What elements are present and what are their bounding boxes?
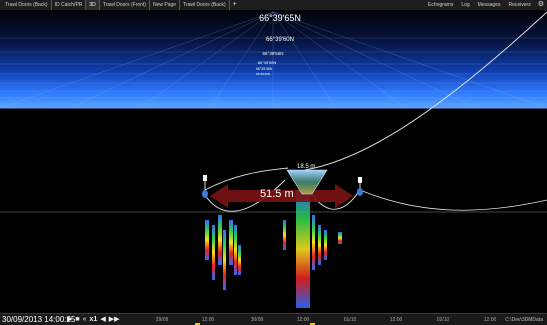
timeline-tick: 12:00: [296, 317, 310, 323]
playback-speed[interactable]: x1: [89, 316, 98, 323]
latitude-label: 66°39'60N: [266, 37, 294, 43]
tab-id-catch-pr[interactable]: ID Catch/PR: [52, 0, 87, 10]
sky-grid: [0, 11, 547, 109]
timeline-tick: 12:00: [201, 317, 215, 323]
timeline-tick: 30/09: [250, 317, 264, 323]
timeline-marker[interactable]: [195, 323, 200, 325]
tow-warp-far-right: [359, 189, 547, 211]
tab-new-page[interactable]: New Page: [150, 0, 181, 10]
gear-icon[interactable]: ⚙: [537, 1, 544, 8]
headline-depth-label: 18.5 m: [297, 164, 316, 170]
playback-datetime: 30/09/2013 14:00:25: [2, 315, 76, 324]
tab-trawl-doors-back-2[interactable]: Trawl Doors (Back): [180, 0, 230, 10]
rewind-icon[interactable]: «: [82, 316, 87, 323]
add-tab-button[interactable]: +: [232, 1, 237, 8]
headline: [204, 167, 289, 191]
skip-end-icon[interactable]: ▶▶: [108, 316, 120, 323]
menu-echograms[interactable]: Echograms: [428, 2, 454, 8]
timeline-tick: 12:00: [389, 317, 403, 323]
timeline-marker[interactable]: [310, 323, 315, 325]
3d-trawl-view[interactable]: [0, 0, 547, 313]
menu-log[interactable]: Log: [461, 2, 470, 8]
tab-3d[interactable]: 3D: [86, 0, 100, 10]
latitude-label: 66°39'50N: [257, 60, 277, 65]
timeline-tick: 01/10: [343, 317, 357, 323]
timeline-tick: 02/10: [436, 317, 450, 323]
skip-start-icon[interactable]: ◀: [100, 316, 106, 323]
latitude-label: 66°39'65N: [259, 13, 301, 23]
trawl-net: [286, 169, 328, 195]
playback-controls: ▶ ■ « x1 ◀ ▶▶: [67, 315, 123, 324]
play-icon[interactable]: ▶: [67, 316, 73, 323]
tab-trawl-doors-back[interactable]: Trawl Doors (Back): [2, 0, 52, 10]
bridle-left: [204, 179, 286, 212]
sky-horizon: [0, 10, 547, 108]
door-spread-label: 51.5 m: [260, 188, 294, 200]
tab-trawl-doors-front[interactable]: Trawl Doors (Front): [100, 0, 150, 10]
tow-warp-right: [304, 11, 547, 171]
trawl-door-right[interactable]: [357, 177, 363, 196]
page-tabs: Trawl Doors (Back) ID Catch/PR 3D Trawl …: [2, 0, 240, 10]
stop-icon[interactable]: ■: [75, 316, 80, 323]
latitude-label: 66°39'55N: [262, 51, 284, 56]
door-spread-arrow: [210, 184, 353, 208]
timeline-tick: 12:00: [483, 317, 497, 323]
window-menus: Echograms Log Messages Receivers ⚙: [424, 0, 544, 10]
data-path-label: C:\Dev\3DMData: [505, 317, 543, 323]
echo-columns: [205, 190, 342, 308]
timeline-tick: 29/09: [155, 317, 169, 323]
latitude-label: 66°39'40N: [256, 72, 270, 76]
menu-receivers[interactable]: Receivers: [508, 2, 531, 8]
trawl-door-left[interactable]: [202, 175, 208, 198]
menu-messages[interactable]: Messages: [477, 2, 501, 8]
latitude-label: 66°39'45N: [255, 67, 273, 71]
timeline-bar[interactable]: 30/09/2013 14:00:25 ▶ ■ « x1 ◀ ▶▶ 29/09 …: [0, 313, 547, 325]
